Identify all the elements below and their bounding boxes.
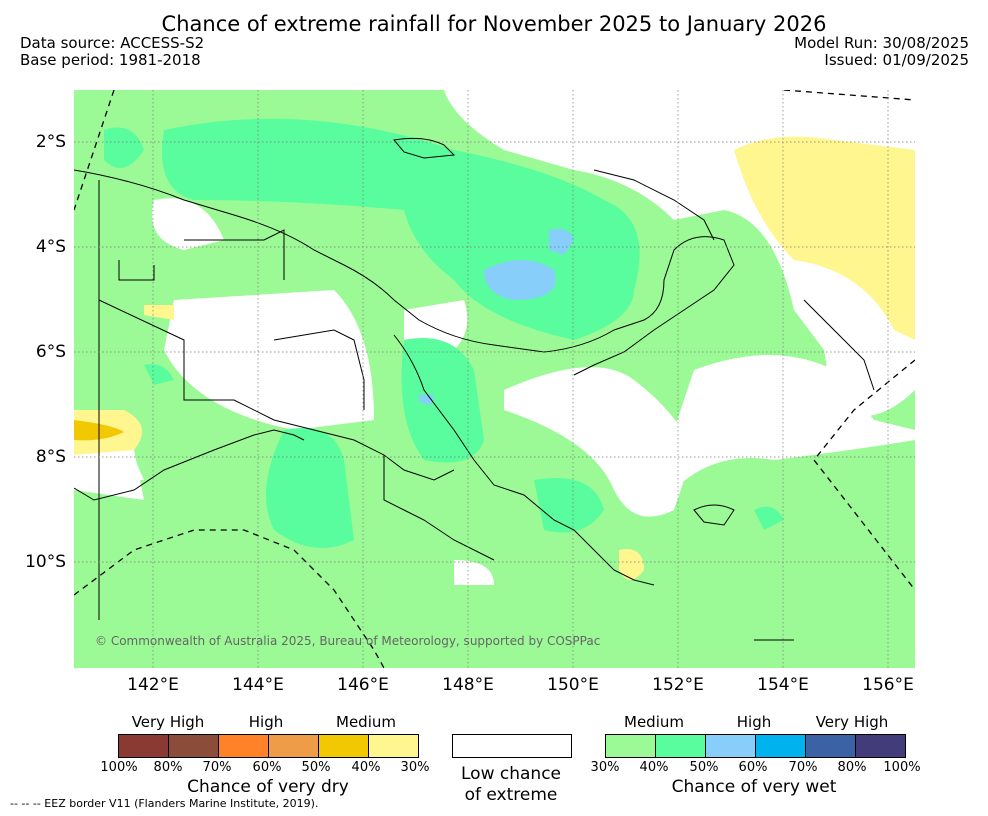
low-chance-line2: of extreme — [464, 785, 558, 805]
wet-swatch — [606, 735, 656, 757]
lat-label-4s: 4°S — [35, 237, 66, 257]
lon-label-148e: 148°E — [442, 675, 494, 695]
base-period: Base period: 1981-2018 — [20, 51, 201, 69]
wet-high-region — [419, 228, 574, 405]
wet-pct-label: 70% — [788, 760, 818, 775]
lon-label-152e: 152°E — [652, 675, 704, 695]
rainfall-map — [74, 90, 915, 668]
dry-swatch — [319, 735, 369, 757]
dry-pct-label: 40% — [351, 760, 381, 775]
lon-label-142e: 142°E — [127, 675, 179, 695]
dry-pct-label: 60% — [252, 760, 282, 775]
dry-pct-label: 70% — [202, 760, 232, 775]
wet-pct-label: 50% — [689, 760, 719, 775]
wet-color-scale — [605, 734, 906, 758]
low-chance-line1: Low chance — [461, 764, 561, 784]
dry-swatch — [269, 735, 319, 757]
issued-date: Issued: 01/09/2025 — [824, 51, 969, 69]
lon-label-150e: 150°E — [547, 675, 599, 695]
lat-label-10s: 10°S — [25, 552, 66, 572]
dry-color-scale — [118, 734, 419, 758]
dry-swatch — [119, 735, 169, 757]
lon-label-154e: 154°E — [757, 675, 809, 695]
dry-swatch — [369, 735, 418, 757]
wet-legend-title: Chance of very wet — [671, 777, 837, 797]
lat-label-6s: 6°S — [35, 342, 66, 362]
borders — [98, 180, 495, 620]
map-title: Chance of extreme rainfall for November … — [161, 12, 827, 36]
dry-category-medium: Medium — [336, 713, 396, 731]
dry-pct-label: 50% — [301, 760, 331, 775]
wet-swatch — [706, 735, 756, 757]
lat-label-2s: 2°S — [35, 132, 66, 152]
gridlines — [74, 90, 915, 668]
wet-swatch — [806, 735, 856, 757]
wet-swatch — [756, 735, 806, 757]
low-chance-region — [74, 198, 915, 585]
dry-swatch — [219, 735, 269, 757]
lon-label-144e: 144°E — [232, 675, 284, 695]
model-run: Model Run: 30/08/2025 — [794, 34, 969, 52]
wet-pct-label: 30% — [590, 760, 620, 775]
dry-category-high: High — [248, 713, 284, 731]
eez-border — [74, 90, 915, 668]
dry-medium-region — [74, 136, 915, 580]
wet-category-high: High — [736, 713, 772, 731]
wet-category-very-high: Very High — [815, 713, 889, 731]
wet-pct-label: 40% — [639, 760, 669, 775]
dry-swatch — [169, 735, 219, 757]
copyright-credit: © Commonwealth of Australia 2025, Bureau… — [95, 634, 601, 648]
wet-pct-label: 80% — [837, 760, 867, 775]
dry-pct-label: 30% — [400, 760, 430, 775]
dry-pct-label: 100% — [100, 760, 138, 775]
data-source: Data source: ACCESS-S2 — [20, 34, 205, 52]
dry-pct-label: 80% — [153, 760, 183, 775]
wet-pct-label: 60% — [738, 760, 768, 775]
low-chance-swatch — [452, 734, 572, 758]
wet-swatch — [656, 735, 706, 757]
lat-label-8s: 8°S — [35, 447, 66, 467]
wet-category-medium: Medium — [624, 713, 684, 731]
wet-swatch — [856, 735, 905, 757]
lon-label-156e: 156°E — [862, 675, 914, 695]
eez-border-note: -- -- -- EEZ border V11 (Flanders Marine… — [10, 797, 319, 810]
dry-category-very-high: Very High — [131, 713, 205, 731]
wet-pct-label: 100% — [883, 760, 921, 775]
coastlines — [74, 137, 875, 641]
dry-legend-title: Chance of very dry — [187, 777, 349, 797]
lon-label-146e: 146°E — [337, 675, 389, 695]
